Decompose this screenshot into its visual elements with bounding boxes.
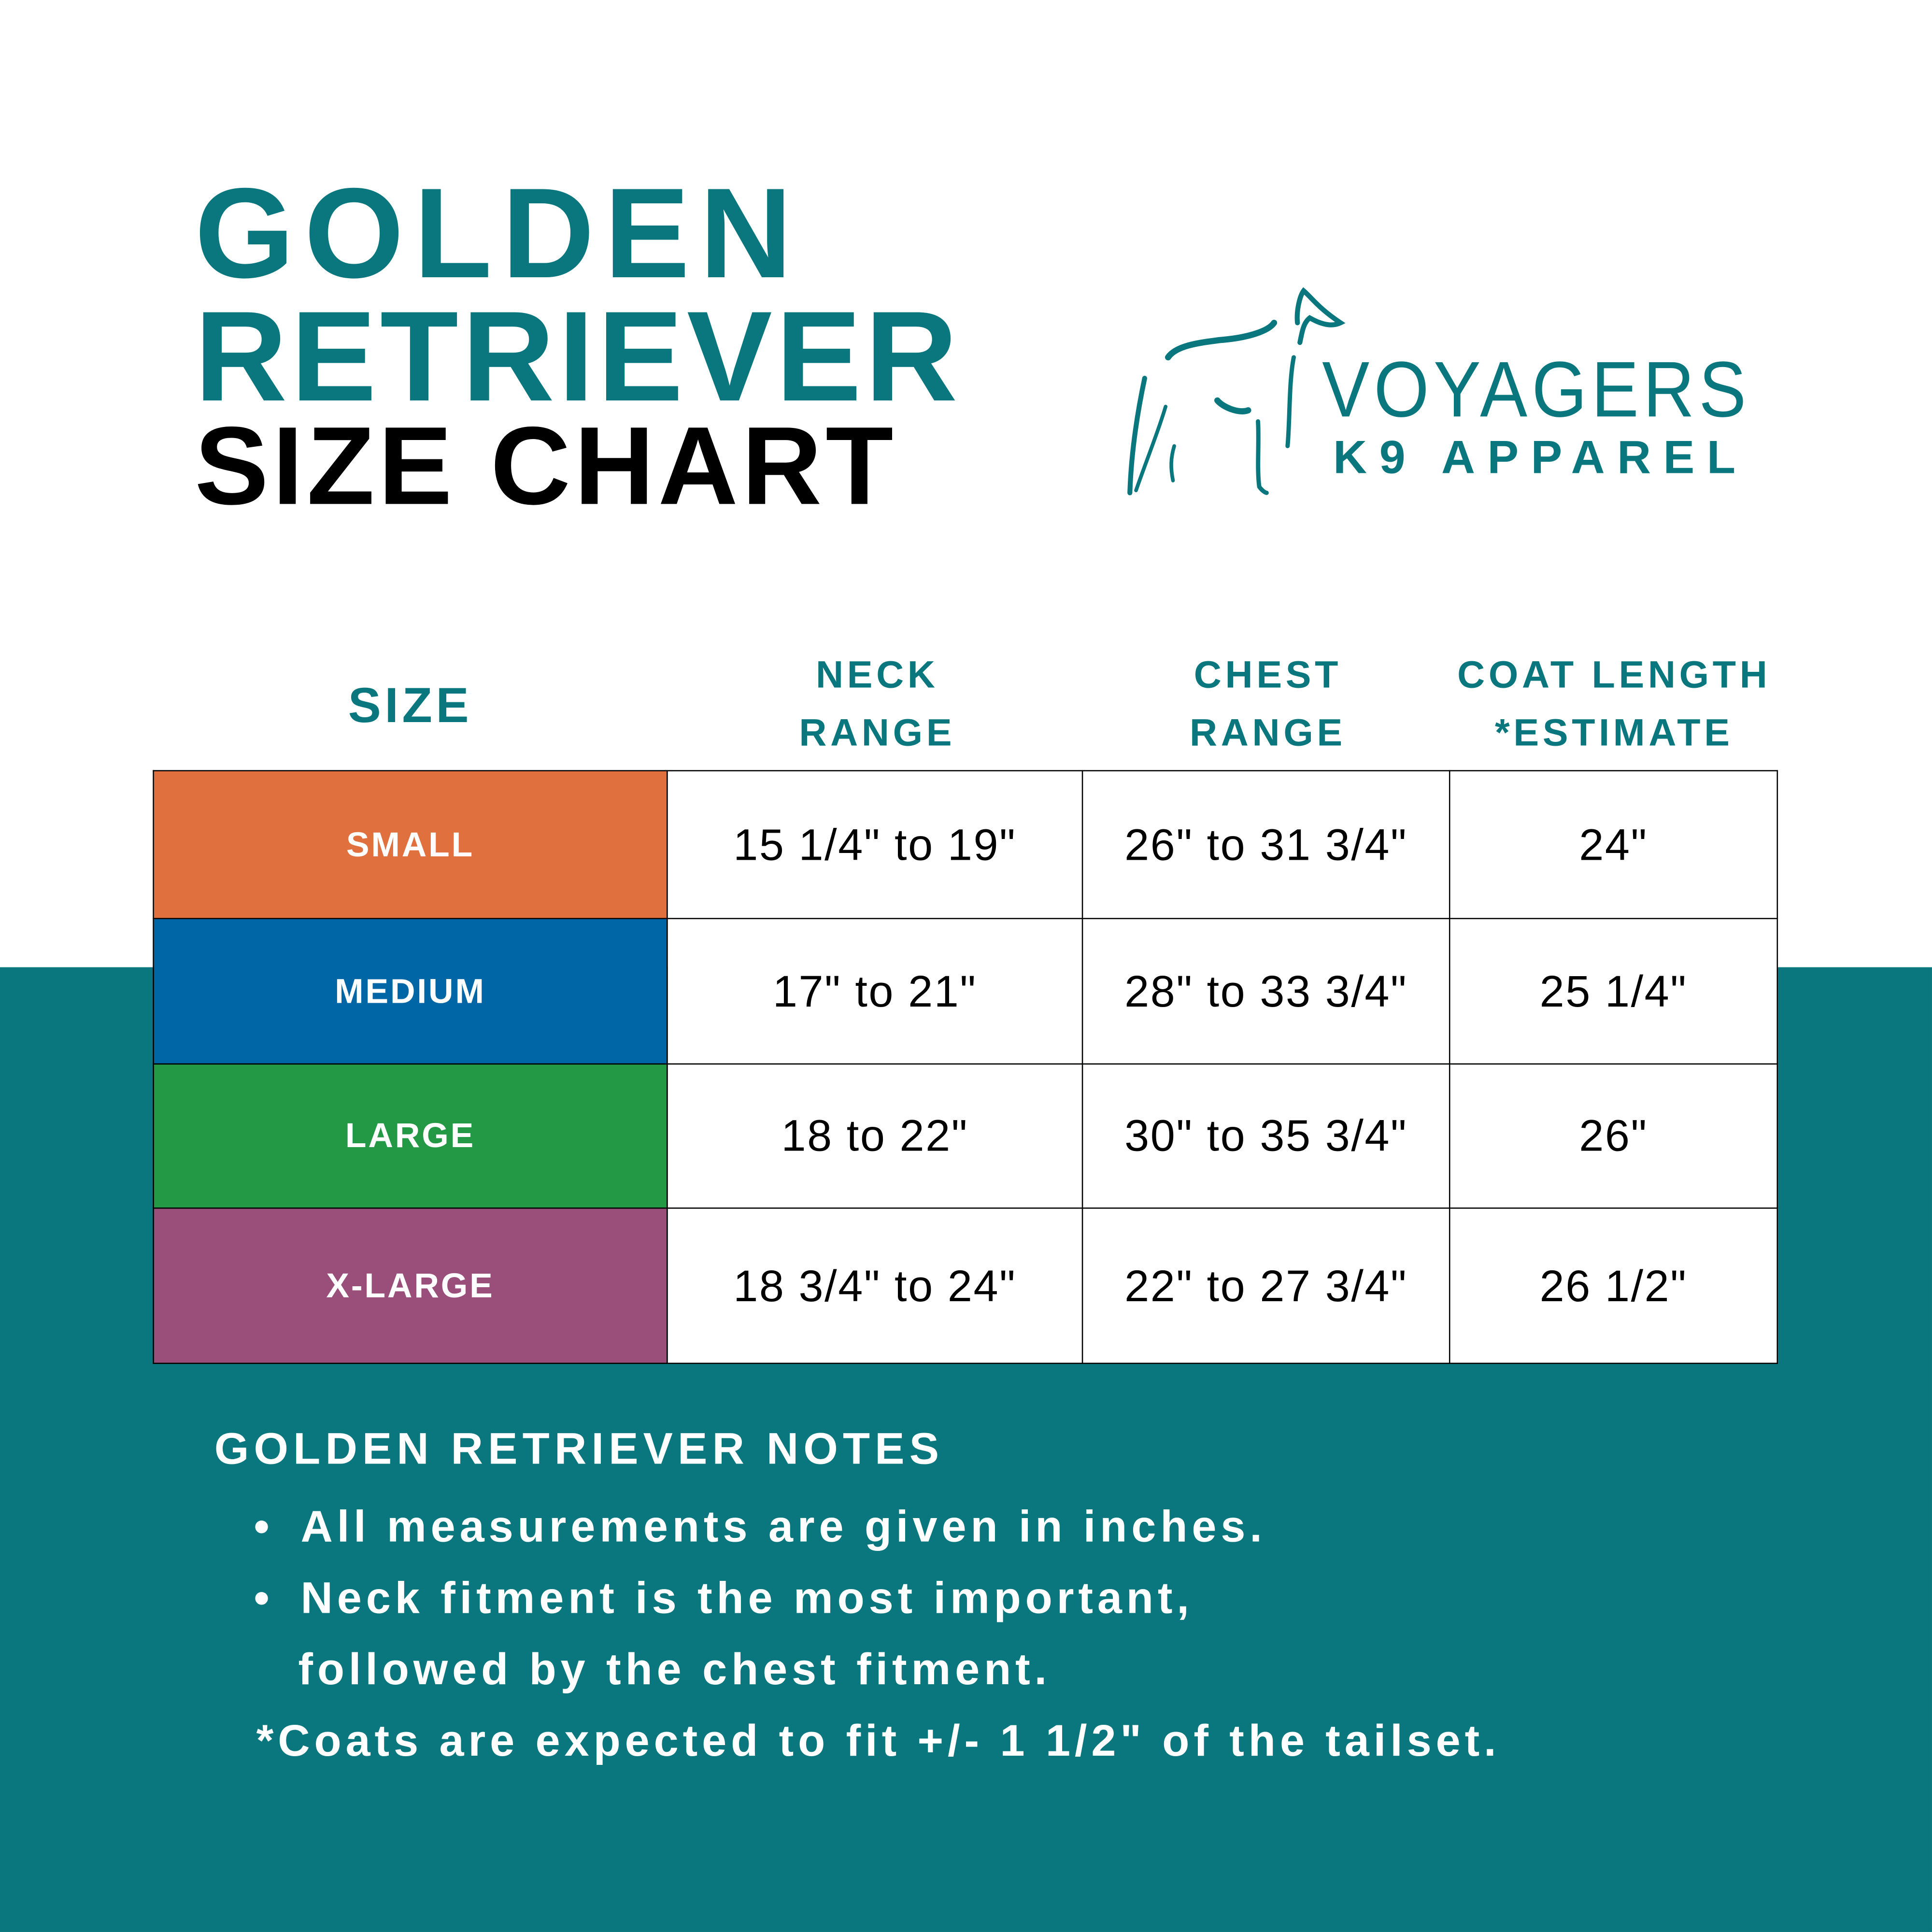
table-row: X-LARGE 18 3/4" to 24" 22" to 27 3/4" 26… bbox=[153, 1207, 1778, 1364]
header-coat-line2: *ESTIMATE bbox=[1495, 710, 1733, 754]
brand-tagline: K9 APPAREL bbox=[1333, 432, 1748, 484]
note-continuation: followed by the chest fitment. bbox=[298, 1644, 1051, 1694]
header-chest-line1: CHEST bbox=[1193, 653, 1342, 696]
size-table: SMALL 15 1/4" to 19" 26" to 31 3/4" 24" … bbox=[153, 770, 1778, 1364]
neck-cell: 18 3/4" to 24" bbox=[667, 1207, 1083, 1364]
size-large: LARGE bbox=[153, 1063, 668, 1209]
size-small: SMALL bbox=[153, 770, 668, 920]
bullet-icon: • bbox=[254, 1501, 274, 1551]
table-row: MEDIUM 17" to 21" 28" to 33 3/4" 25 1/4" bbox=[153, 918, 1778, 1065]
coat-cell: 26 1/2" bbox=[1449, 1207, 1778, 1364]
chest-cell: 30" to 35 3/4" bbox=[1081, 1063, 1450, 1209]
header-size: SIZE bbox=[348, 679, 473, 733]
neck-cell: 15 1/4" to 19" bbox=[667, 770, 1083, 920]
header-coat-line1: COAT LENGTH bbox=[1457, 653, 1771, 696]
coat-cell: 26" bbox=[1449, 1063, 1778, 1209]
table-row: LARGE 18 to 22" 30" to 35 3/4" 26" bbox=[153, 1063, 1778, 1209]
coat-cell: 24" bbox=[1449, 770, 1778, 920]
coat-cell: 25 1/4" bbox=[1449, 918, 1778, 1065]
header-neck: NECK RANGE bbox=[668, 646, 1087, 762]
title-line-3: SIZE CHART bbox=[195, 405, 897, 529]
dog-silhouette-icon bbox=[1127, 287, 1346, 496]
note-item: • Neck fitment is the most important, bbox=[214, 1563, 1501, 1634]
title-line-1: GOLDEN bbox=[195, 162, 802, 306]
chest-cell: 28" to 33 3/4" bbox=[1081, 918, 1450, 1065]
header-neck-line1: NECK bbox=[815, 653, 939, 696]
header-chest: CHEST RANGE bbox=[1083, 646, 1452, 762]
neck-cell: 17" to 21" bbox=[667, 918, 1083, 1065]
header-neck-line2: RANGE bbox=[799, 710, 956, 754]
chest-cell: 22" to 27 3/4" bbox=[1081, 1207, 1450, 1364]
chest-cell: 26" to 31 3/4" bbox=[1081, 770, 1450, 920]
header-coat: COAT LENGTH *ESTIMATE bbox=[1429, 646, 1799, 762]
header-chest-line2: RANGE bbox=[1190, 710, 1346, 754]
bullet-icon: • bbox=[254, 1572, 274, 1623]
note-item: • All measurements are given in inches. bbox=[214, 1491, 1501, 1563]
brand-name: VOYAGERS bbox=[1322, 345, 1751, 434]
notes-heading: GOLDEN RETRIEVER NOTES bbox=[214, 1423, 944, 1474]
neck-cell: 18 to 22" bbox=[667, 1063, 1083, 1209]
table-row: SMALL 15 1/4" to 19" 26" to 31 3/4" 24" bbox=[153, 770, 1778, 920]
size-xlarge: X-LARGE bbox=[153, 1207, 668, 1364]
size-medium: MEDIUM bbox=[153, 918, 668, 1065]
note-text: All measurements are given in inches. bbox=[300, 1501, 1266, 1551]
title-line-2: RETRIEVER bbox=[195, 285, 962, 429]
note-text: Neck fitment is the most important, bbox=[300, 1572, 1193, 1623]
footnote: *Coats are expected to fit +/- 1 1/2" of… bbox=[256, 1715, 1501, 1766]
notes-section: GOLDEN RETRIEVER NOTES • All measurements… bbox=[214, 1420, 1501, 1777]
